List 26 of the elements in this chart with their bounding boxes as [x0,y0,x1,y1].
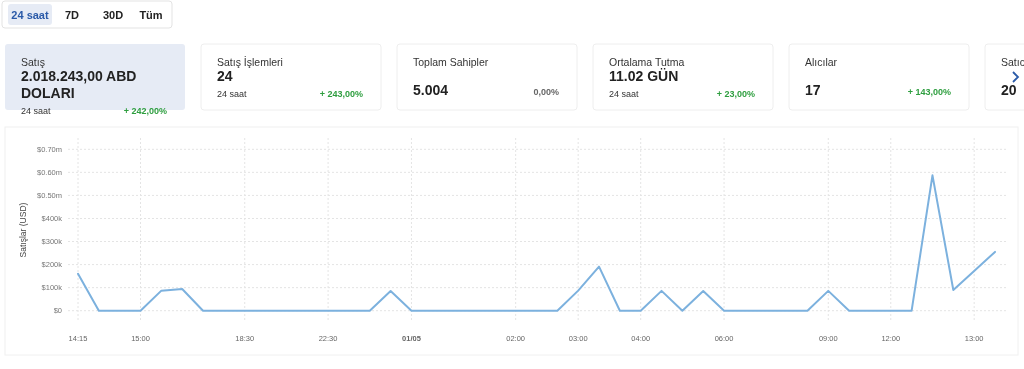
text: 5.004 [413,82,449,98]
text: 7D [64,8,80,21]
text: 30D [102,8,124,21]
text: 24 saat [21,106,52,116]
text: 0,00% [533,87,559,97]
y-axis-title: Satışlar (USD) [18,202,28,258]
text: Ortalama Tutma [609,56,685,68]
text: Tüm [139,8,163,21]
text: 20 [1001,82,1017,98]
text: + 242,00% [123,106,167,116]
text: + 23,00% [716,89,755,99]
text: 2.018.243,00 ABD DOLARI [21,68,137,101]
text: Satış İşlemleri [217,56,283,68]
text: Satıc [1001,56,1024,68]
line-series [77,174,996,312]
text: 11.02 GÜN [609,68,679,84]
text: + 143,00% [907,87,951,97]
text: 17 [805,82,821,98]
text: 24 saat [11,8,49,21]
text: Satış [21,56,45,68]
text: 24 saat [217,89,248,99]
text: 24 saat [609,89,640,99]
text: Toplam Sahipler [413,56,489,68]
text: Alıcılar [805,56,838,68]
text: + 243,00% [319,89,363,99]
text: 24 [217,68,233,84]
